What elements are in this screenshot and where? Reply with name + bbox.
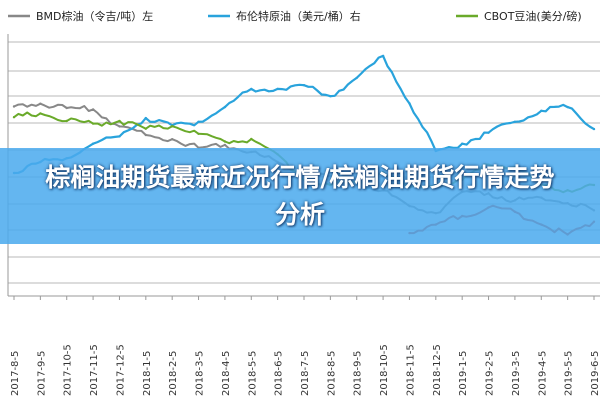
data-point	[197, 120, 200, 124]
x-tick-label: 2019-5-5	[564, 351, 575, 396]
data-point	[461, 142, 464, 145]
data-point	[171, 138, 174, 141]
data-point	[39, 102, 42, 105]
data-point	[540, 109, 543, 113]
data-point	[592, 127, 596, 131]
data-point	[513, 120, 517, 124]
data-point	[12, 105, 16, 108]
data-point	[91, 108, 95, 111]
x-tick-label: 2018-6-5	[274, 351, 285, 396]
data-point	[223, 105, 227, 109]
data-point	[566, 105, 569, 109]
title-banner: 棕榈油期货最新近况行情/棕榈油期货行情走势分析	[0, 148, 600, 244]
data-point	[65, 106, 68, 110]
data-point	[65, 119, 68, 123]
data-point	[197, 132, 200, 135]
x-tick-label: 2017-12-5	[116, 344, 127, 396]
data-point	[250, 87, 253, 91]
x-tick-label: 2019-6-5	[590, 351, 600, 396]
data-point	[355, 76, 358, 80]
data-point	[144, 133, 147, 137]
x-tick-label: 2019-3-5	[511, 351, 522, 396]
data-point	[91, 122, 95, 125]
x-tick-label: 2019-1-5	[458, 351, 469, 396]
data-point	[276, 87, 279, 91]
data-point	[118, 119, 121, 123]
data-point	[381, 54, 385, 58]
data-point	[408, 102, 411, 105]
x-tick-label: 2017-8-5	[10, 351, 21, 396]
x-tick-label: 2018-4-5	[221, 351, 232, 396]
x-tick-label: 2017-10-5	[63, 344, 74, 396]
x-tick-label: 2018-3-5	[195, 351, 206, 396]
data-point	[223, 140, 227, 143]
legend-label: CBOT豆油(美分/磅)	[484, 9, 582, 23]
x-tick-label: 2018-5-5	[247, 351, 258, 396]
x-tick-label: 2018-7-5	[300, 351, 311, 396]
x-tick-label: 2018-1-5	[142, 351, 153, 396]
x-tick-label: 2017-9-5	[36, 351, 47, 396]
data-point	[12, 116, 16, 119]
legend-label: 布伦特原油（美元/桶）右	[236, 9, 361, 23]
data-point	[171, 125, 174, 128]
data-point	[39, 112, 42, 115]
x-tick-label: 2019-4-5	[537, 351, 548, 396]
data-point	[487, 131, 490, 134]
x-tick-label: 2019-2-5	[485, 351, 496, 396]
data-point	[250, 137, 253, 141]
data-point	[144, 116, 147, 120]
data-point	[144, 127, 147, 130]
legend-label: BMD棕油（令吉/吨）左	[36, 9, 153, 23]
x-tick-label: 2018-8-5	[326, 351, 337, 396]
banner-title: 棕榈油期货最新近况行情/棕榈油期货行情走势分析	[45, 163, 555, 229]
data-point	[118, 135, 121, 138]
data-point	[91, 142, 95, 145]
x-tick-label: 2018-10-5	[379, 344, 390, 396]
x-tick-label: 2018-11-5	[406, 344, 417, 396]
data-point	[302, 84, 306, 87]
x-tick-label: 2018-2-5	[168, 351, 179, 396]
data-point	[329, 95, 332, 98]
data-point	[223, 143, 227, 147]
data-point	[118, 125, 121, 128]
x-tick-label: 2017-11-5	[89, 344, 100, 396]
x-tick-label: 2018-12-5	[432, 344, 443, 396]
x-tick-label: 2018-9-5	[353, 351, 364, 396]
